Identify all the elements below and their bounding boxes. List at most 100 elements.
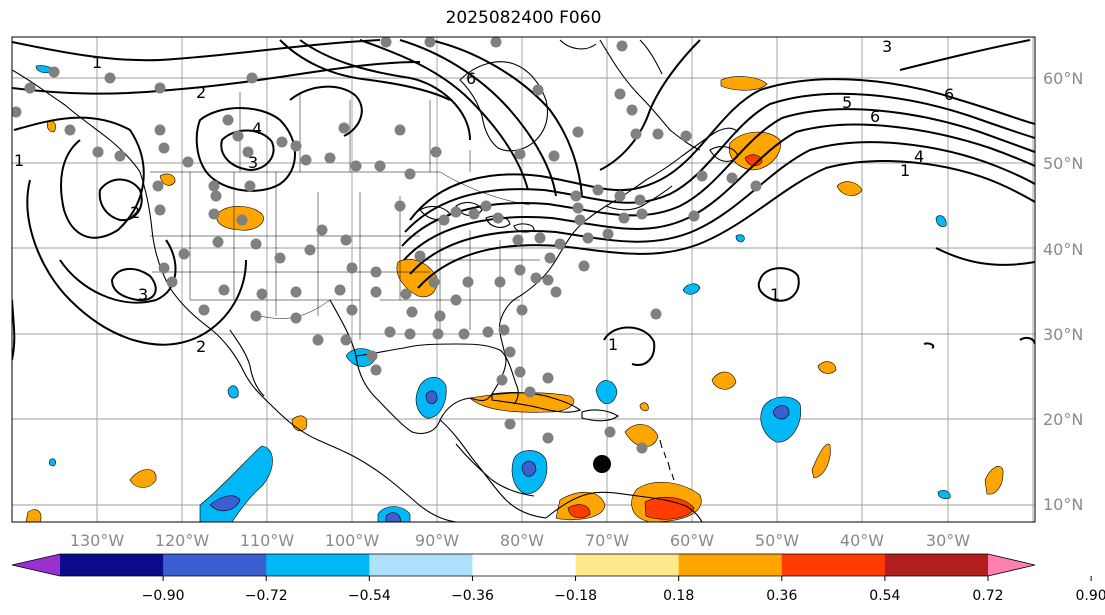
station-marker: [400, 288, 412, 300]
station-marker: [432, 328, 444, 340]
station-marker: [24, 82, 36, 94]
station-marker: [572, 202, 584, 214]
colorbar-tick-label: 0.72: [972, 588, 1003, 604]
map-frame: [11, 36, 1036, 523]
station-marker: [604, 426, 616, 438]
contour-label: 2: [196, 83, 206, 102]
station-marker: [290, 312, 302, 324]
station-marker: [208, 180, 220, 192]
station-marker: [246, 72, 258, 84]
contour-lines: [12, 39, 1035, 366]
station-marker: [428, 276, 440, 288]
station-marker: [404, 328, 416, 340]
station-marker: [250, 310, 262, 322]
station-marker: [512, 234, 524, 246]
positive-anomaly: [836, 181, 863, 196]
station-marker: [404, 168, 416, 180]
station-marker: [450, 294, 462, 306]
station-marker: [630, 128, 642, 140]
colorbar-segment: [472, 554, 577, 576]
station-marker: [544, 252, 556, 264]
contour-label: 3: [882, 37, 892, 56]
station-marker: [394, 124, 406, 136]
negative-anomaly: [595, 380, 618, 405]
station-marker: [592, 184, 604, 196]
station-marker: [680, 130, 692, 142]
positive-anomaly: [624, 424, 659, 448]
station-marker: [514, 366, 526, 378]
station-marker: [304, 244, 316, 256]
station-marker: [104, 72, 116, 84]
station-marker: [212, 236, 224, 248]
station-marker: [406, 306, 418, 318]
latitude-label: 10°N: [1043, 495, 1083, 514]
station-marker: [92, 146, 104, 158]
station-marker: [614, 88, 626, 100]
station-marker: [582, 232, 594, 244]
station-marker: [438, 214, 450, 226]
station-marker: [340, 334, 352, 346]
contour-label: 4: [914, 147, 924, 166]
station-marker: [158, 262, 170, 274]
colorbar-tick-label: −0.54: [348, 588, 391, 604]
station-marker: [178, 248, 190, 260]
colorbar: −0.90 −0.72 −0.54 −0.36 −0.18 0.18 0.36 0.54 0.7…: [11, 553, 1105, 604]
station-marker: [380, 37, 392, 48]
negative-anomaly: [760, 396, 802, 443]
station-marker: [504, 418, 516, 430]
station-marker: [750, 180, 762, 192]
station-marker: [636, 442, 648, 454]
colorbar-segment: [266, 554, 370, 576]
station-marker: [602, 228, 614, 240]
contour-label: 3: [138, 285, 148, 304]
negative-anomaly: [48, 458, 56, 467]
station-marker: [166, 276, 178, 288]
longitude-label: 110°W: [240, 531, 295, 550]
station-marker: [154, 204, 166, 216]
station-marker: [152, 180, 164, 192]
station-marker: [158, 142, 170, 154]
positive-anomaly: [811, 443, 831, 479]
negative-anomaly: [682, 283, 701, 295]
positive-anomaly: [129, 469, 157, 488]
longitude-axis: 130°W 120°W 110°W 100°W 90°W 80°W 70°W 6…: [70, 531, 970, 550]
station-marker: [524, 386, 536, 398]
station-marker: [424, 37, 436, 48]
station-marker: [688, 210, 700, 222]
positive-anomaly: [817, 361, 837, 374]
station-marker: [394, 200, 406, 212]
contour-label: 1: [92, 53, 102, 72]
station-marker: [374, 160, 386, 172]
latitude-label: 50°N: [1043, 154, 1083, 173]
station-marker: [542, 372, 554, 384]
station-marker: [618, 212, 630, 224]
contour-label: 6: [870, 107, 880, 126]
station-marker: [574, 214, 586, 226]
station-marker: [482, 326, 494, 338]
station-marker: [338, 122, 350, 134]
station-marker: [274, 252, 286, 264]
colorbar-segment: [163, 554, 267, 576]
station-marker: [652, 128, 664, 140]
longitude-label: 60°W: [670, 531, 714, 550]
longitude-label: 80°W: [500, 531, 544, 550]
station-marker: [324, 152, 336, 164]
station-marker: [232, 130, 244, 142]
strong-negative-anomaly: [425, 390, 438, 405]
station-marker: [616, 40, 628, 52]
station-marker: [384, 326, 396, 338]
station-marker: [458, 328, 470, 340]
map-background: [12, 37, 1035, 522]
longitude-label: 130°W: [70, 531, 125, 550]
station-marker: [316, 224, 328, 236]
colorbar-outline: [11, 553, 1036, 577]
colorbar-tick-label: 0.18: [663, 588, 694, 604]
station-marker: [236, 214, 248, 226]
strong-negative-anomaly: [521, 460, 537, 477]
station-marker: [542, 432, 554, 444]
colorbar-tick-label: −0.72: [245, 588, 288, 604]
station-marker: [570, 190, 582, 202]
station-marker: [370, 364, 382, 376]
station-marker: [414, 250, 426, 262]
strong-negative-anomaly: [385, 512, 402, 522]
